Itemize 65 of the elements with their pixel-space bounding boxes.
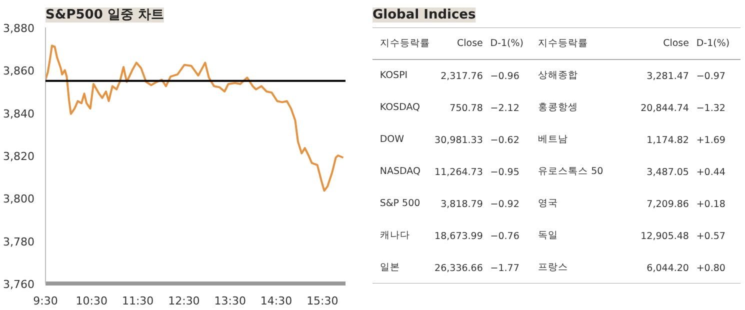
text: KOSDAQ [380,102,420,113]
text: 지수등락률 [538,38,588,49]
text: −1.32 [696,103,726,114]
text: D-1(%) [696,38,730,49]
text: NASDAQ [380,166,420,177]
x-tick-label: 9:30 [33,294,58,308]
text: 상해종합 [538,70,578,81]
text: −0.76 [490,231,520,242]
y-tick-label: 3,840 [3,107,35,120]
x-tick-label: 11:30 [122,294,154,308]
y-tick-label: 3,760 [3,278,35,291]
text: 프랑스 [538,262,568,273]
text: 750.78 [450,103,483,114]
y-tick-label: 3,860 [3,64,35,78]
text: −0.62 [490,135,520,146]
text: 11,264.73 [434,167,483,178]
text: +0.57 [696,231,726,242]
x-tick-label: 14:30 [260,294,292,308]
text: −1.77 [490,263,520,274]
y-tick-label: 3,800 [3,192,35,206]
text: 30,981.33 [434,135,483,146]
text: 유로스톡스 50 [538,166,604,177]
text: 홍콩항셍 [538,102,578,113]
y-tick-label: 3,780 [3,235,35,248]
text: 영국 [538,198,558,209]
text: 캐나다 [380,230,410,241]
text: Global Indices [372,8,476,22]
line-series [46,44,344,192]
text: −0.96 [490,71,520,82]
text: −2.12 [490,103,520,114]
text: 6,044.20 [646,263,689,274]
text: D-1(%) [490,38,524,49]
x-tick-label: 10:30 [76,294,108,308]
x-tick-label: 15:30 [306,294,338,308]
text: 3,487.05 [646,167,689,178]
text: 베트남 [538,134,568,145]
chart-title: S&P500 일중 차트 [46,8,164,22]
text: 2,317.76 [440,71,483,82]
x-tick-label: 13:30 [214,294,246,308]
text: 지수등락률 [380,38,430,49]
text: Close [663,38,690,49]
text: Close [457,38,484,49]
text: KOSPI [380,70,408,81]
text: +0.18 [696,199,726,210]
text: +0.44 [696,167,726,178]
text: 12,905.48 [640,231,689,242]
text: 20,844.74 [640,103,689,114]
text: 26,336.66 [434,263,483,274]
y-tick-label: 3,820 [3,150,35,163]
text: DOW [380,134,405,145]
text: 18,673.99 [434,231,483,242]
text: 독일 [538,230,558,241]
text: −0.97 [696,71,726,82]
text: 3,818.79 [440,199,483,210]
text: 7,209.86 [646,199,689,210]
text: S&P 500 [380,198,420,209]
text: +1.69 [696,135,726,146]
text: 1,174.82 [646,135,689,146]
text: 3,281.47 [646,71,689,82]
text: +0.80 [696,263,726,274]
text: −0.92 [490,199,520,210]
y-tick-label: 3,880 [3,22,35,35]
x-tick-label: 12:30 [168,294,200,308]
text: −0.95 [490,167,520,178]
text: 일본 [380,262,400,273]
